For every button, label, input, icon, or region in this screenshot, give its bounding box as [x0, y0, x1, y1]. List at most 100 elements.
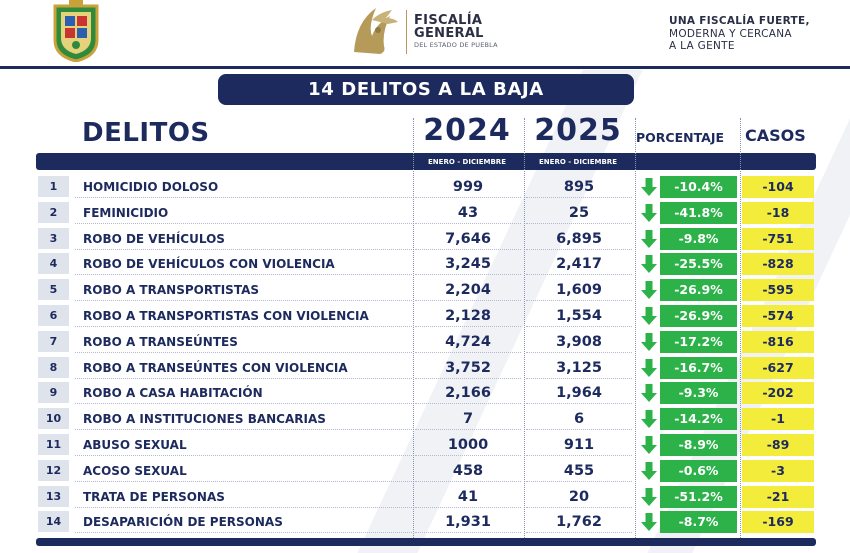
arrow-down-icon: [641, 203, 657, 222]
value-2025: 1,609: [526, 279, 632, 302]
value-2025: 6: [526, 408, 632, 431]
period-label-2025: ENERO - DICIEMBRE: [525, 155, 631, 169]
case-difference: -816: [742, 330, 814, 353]
column-header-porcentaje: PORCENTAJE: [636, 130, 725, 145]
column-divider: [524, 118, 525, 538]
arrow-down-icon: [641, 384, 657, 403]
table-row: 4 ROBO DE VEHÍCULOS CON VIOLENCIA 3,245 …: [38, 251, 814, 277]
table-row: 2 FEMINICIDIO 43 25 -41.8% -18: [38, 200, 814, 226]
percentage-change: -0.6%: [660, 459, 737, 482]
column-header-casos: CASOS: [745, 126, 806, 145]
value-2025: 20: [526, 486, 632, 508]
fiscalia-emblem-icon: [354, 8, 398, 54]
arrow-down-icon: [641, 435, 657, 454]
value-2025: 895: [526, 176, 632, 198]
value-2024: 2,204: [415, 279, 521, 302]
case-difference: -595: [742, 279, 814, 302]
case-difference: -828: [742, 253, 814, 276]
value-2024: 458: [415, 460, 521, 482]
column-divider: [413, 118, 414, 538]
percentage-change: -17.2%: [660, 330, 737, 353]
crime-name: ROBO A TRANSPORTISTAS CON VIOLENCIA: [75, 305, 412, 327]
crime-name: ROBO A TRANSPORTISTAS: [75, 279, 412, 302]
org-subtitle: DEL ESTADO DE PUEBLA: [414, 41, 498, 49]
row-number: 10: [38, 408, 69, 430]
table-row: 5 ROBO A TRANSPORTISTAS 2,204 1,609 -26.…: [38, 277, 814, 303]
crime-name: ACOSO SEXUAL: [75, 460, 412, 482]
row-number: 3: [38, 227, 69, 249]
table-row: 7 ROBO A TRANSEÚNTES 4,724 3,908 -17.2% …: [38, 329, 814, 355]
value-2025: 1,554: [526, 305, 632, 327]
value-2024: 4,724: [415, 331, 521, 353]
percentage-change: -26.9%: [660, 279, 737, 302]
case-difference: -751: [742, 227, 814, 250]
percentage-change: -9.3%: [660, 382, 737, 405]
crime-name: ABUSO SEXUAL: [75, 434, 412, 456]
slogan-line1: UNA FISCALÍA FUERTE,: [669, 15, 810, 27]
crime-name: ROBO A TRANSEÚNTES: [75, 331, 412, 353]
case-difference: -1: [742, 408, 814, 431]
row-number: 7: [38, 330, 69, 352]
case-difference: -104: [742, 176, 814, 198]
arrow-down-icon: [641, 255, 657, 274]
row-number: 11: [38, 433, 69, 455]
case-difference: -202: [742, 382, 814, 405]
crime-name: ROBO A INSTITUCIONES BANCARIAS: [75, 408, 412, 431]
slogan-line2: MODERNA Y CERCANA: [669, 27, 792, 40]
percentage-change: -41.8%: [660, 201, 737, 224]
slogan: UNA FISCALÍA FUERTE, MODERNA Y CERCANA A…: [669, 15, 839, 53]
column-divider: [740, 118, 741, 538]
row-number: 2: [38, 201, 69, 223]
row-number: 4: [38, 253, 69, 275]
value-2024: 3,245: [415, 253, 521, 276]
arrow-down-icon: [641, 281, 657, 300]
value-2025: 6,895: [526, 228, 632, 250]
percentage-change: -8.9%: [660, 433, 737, 456]
column-divider: [635, 118, 636, 538]
crime-name: ROBO A TRANSEÚNTES CON VIOLENCIA: [75, 357, 412, 379]
value-2024: 1000: [415, 434, 521, 456]
state-seal-icon: [53, 0, 99, 62]
page-title-banner: 14 DELITOS A LA BAJA: [218, 74, 634, 105]
table-row: 14 DESAPARICIÓN DE PERSONAS 1,931 1,762 …: [38, 509, 814, 535]
crime-name: ROBO DE VEHÍCULOS: [75, 228, 412, 250]
value-2024: 7,646: [415, 228, 521, 250]
arrow-down-icon: [641, 410, 657, 429]
value-2024: 2,128: [415, 305, 521, 327]
table-row: 12 ACOSO SEXUAL 458 455 -0.6% -3: [38, 458, 814, 484]
org-title-line2: GENERAL: [414, 26, 484, 41]
arrow-down-icon: [641, 461, 657, 480]
row-number: 9: [38, 382, 69, 404]
column-header-delitos: DELITOS: [82, 118, 210, 148]
header-rule: [0, 66, 850, 69]
table-row: 11 ABUSO SEXUAL 1000 911 -8.9% -89: [38, 432, 814, 458]
table-row: 8 ROBO A TRANSEÚNTES CON VIOLENCIA 3,752…: [38, 355, 814, 381]
arrow-down-icon: [641, 487, 657, 506]
org-title-line1: FISCALÍA: [414, 13, 483, 28]
value-2024: 7: [415, 408, 521, 431]
value-2025: 455: [526, 460, 632, 482]
value-2024: 1,931: [415, 511, 521, 534]
case-difference: -18: [742, 201, 814, 224]
value-2025: 3,908: [526, 331, 632, 353]
crime-table: 1 HOMICIDIO DOLOSO 999 895 -10.4% -104 2…: [38, 174, 814, 535]
table-row: 3 ROBO DE VEHÍCULOS 7,646 6,895 -9.8% -7…: [38, 226, 814, 252]
row-number: 14: [38, 511, 69, 533]
case-difference: -3: [742, 459, 814, 482]
arrow-down-icon: [641, 306, 657, 325]
value-2024: 41: [415, 486, 521, 508]
value-2025: 3,125: [526, 357, 632, 379]
arrow-down-icon: [641, 178, 657, 196]
arrow-down-icon: [641, 513, 657, 532]
row-number: 5: [38, 279, 69, 301]
column-header-2025: 2025: [534, 113, 622, 148]
value-2024: 43: [415, 202, 521, 224]
percentage-change: -8.7%: [660, 511, 737, 534]
crime-name: TRATA DE PERSONAS: [75, 486, 412, 508]
crime-name: HOMICIDIO DOLOSO: [75, 176, 412, 198]
percentage-change: -14.2%: [660, 408, 737, 431]
percentage-change: -25.5%: [660, 253, 737, 276]
percentage-change: -10.4%: [660, 176, 737, 198]
value-2025: 911: [526, 434, 632, 456]
